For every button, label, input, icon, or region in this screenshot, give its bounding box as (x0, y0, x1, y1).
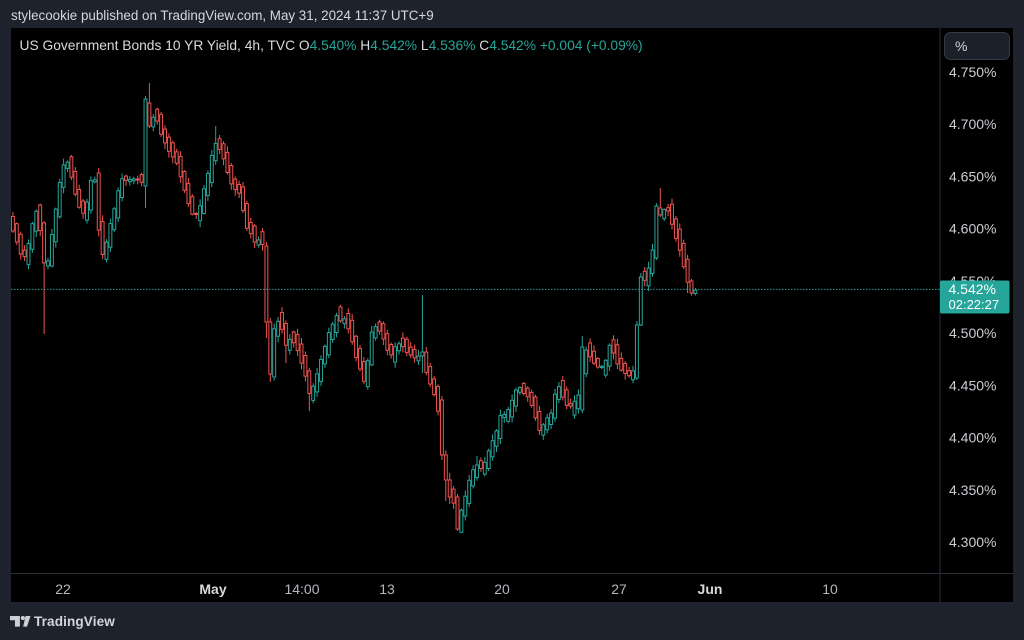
svg-text:13: 13 (379, 581, 395, 597)
svg-text:4.600%: 4.600% (949, 221, 996, 237)
svg-text:US Government Bonds 10 YR Yiel: US Government Bonds 10 YR Yield, 4h, TVC… (20, 38, 643, 53)
svg-text:20: 20 (494, 581, 510, 597)
svg-text:4.450%: 4.450% (949, 377, 996, 393)
svg-text:27: 27 (611, 581, 627, 597)
svg-text:%: % (955, 38, 967, 54)
svg-text:4.300%: 4.300% (949, 534, 996, 550)
svg-text:4.650%: 4.650% (949, 168, 996, 184)
svg-text:4.400%: 4.400% (949, 430, 996, 446)
svg-text:10: 10 (822, 581, 838, 597)
svg-text:02:22:27: 02:22:27 (949, 297, 1000, 312)
svg-text:Jun: Jun (698, 581, 723, 597)
svg-text:May: May (199, 581, 226, 597)
svg-text:4.542%: 4.542% (949, 281, 996, 297)
svg-text:14:00: 14:00 (284, 581, 319, 597)
svg-text:22: 22 (55, 581, 71, 597)
svg-text:4.700%: 4.700% (949, 116, 996, 132)
svg-text:4.350%: 4.350% (949, 482, 996, 498)
svg-text:4.750%: 4.750% (949, 64, 996, 80)
svg-text:4.500%: 4.500% (949, 325, 996, 341)
